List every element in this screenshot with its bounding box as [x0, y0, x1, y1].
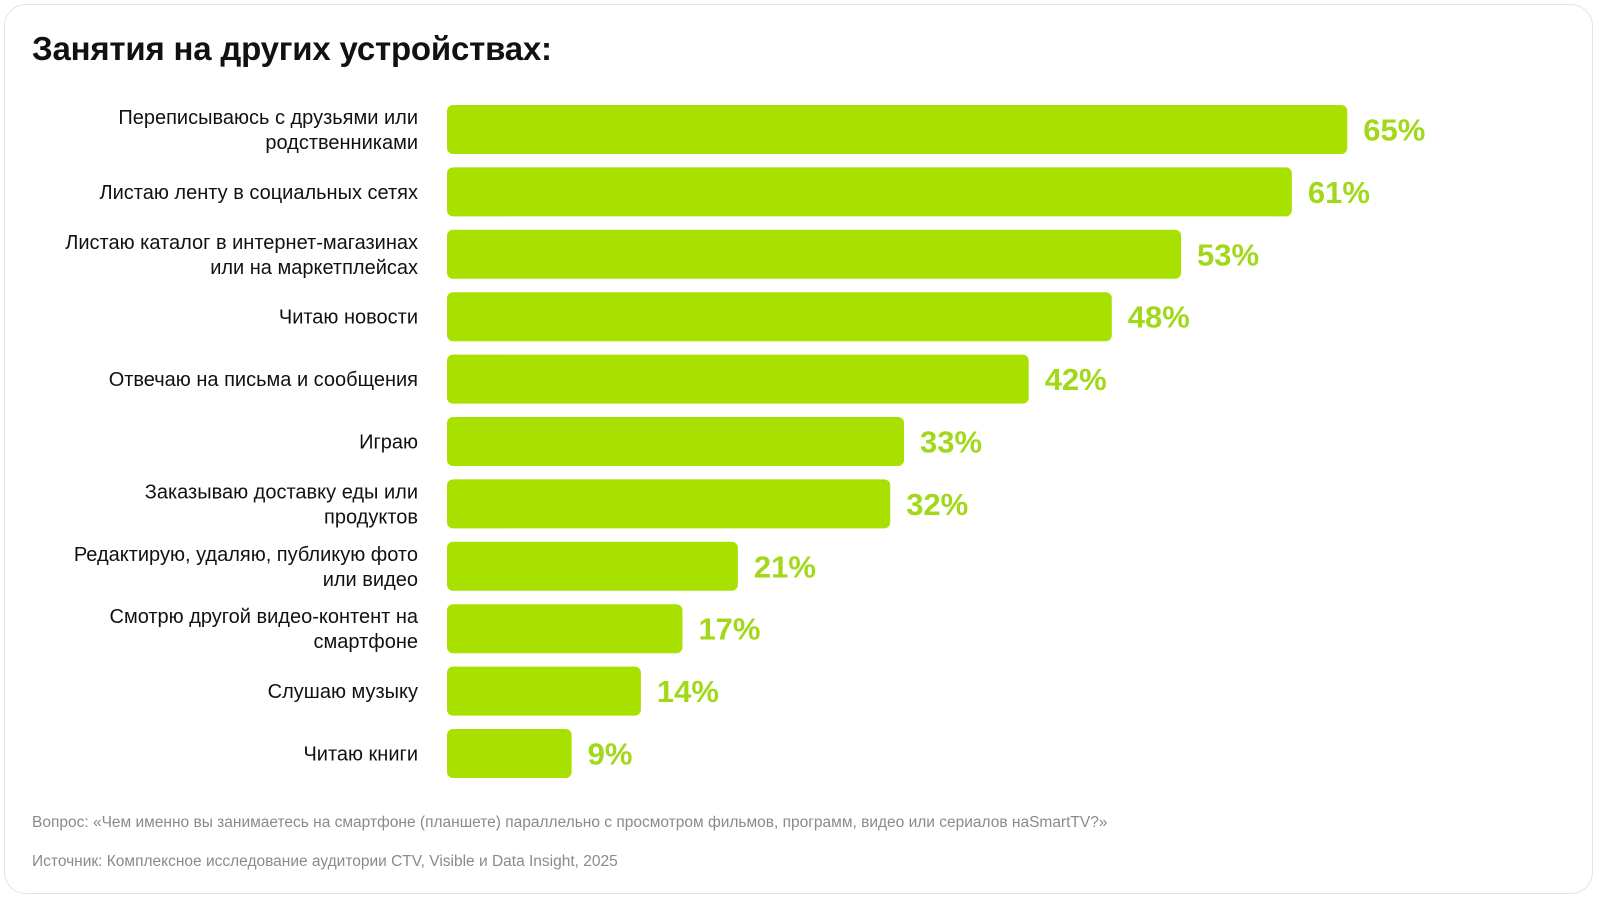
category-label: Редактирую, удаляю, публикую фото — [74, 544, 418, 566]
category-label: Отвечаю на письма и сообщения — [109, 369, 418, 391]
bar — [447, 105, 1348, 154]
bar — [447, 354, 1029, 404]
value-label: 53% — [1197, 237, 1259, 272]
category-label: или видео — [323, 569, 418, 591]
category-label: родственниками — [265, 132, 418, 154]
category-label: или на маркетплейсах — [210, 257, 418, 279]
value-label: 33% — [920, 425, 982, 460]
bar — [447, 479, 891, 529]
value-label: 9% — [588, 737, 633, 772]
bar — [447, 604, 683, 654]
category-label: Заказываю доставку еды или — [145, 481, 418, 503]
value-label: 14% — [657, 674, 719, 709]
category-label: Читаю книги — [303, 744, 418, 766]
bar — [447, 167, 1292, 217]
category-label: Читаю новости — [279, 307, 418, 329]
bar — [447, 541, 738, 591]
category-label: Смотрю другой видео-контент на — [110, 606, 419, 628]
value-label: 65% — [1363, 113, 1425, 148]
category-label: Переписываюсь с друзьями или — [118, 107, 418, 129]
value-label: 17% — [698, 612, 760, 647]
category-label: продуктов — [324, 506, 418, 528]
category-label: Слушаю музыку — [268, 681, 418, 703]
question-note: Вопрос: «Чем именно вы занимаетесь на см… — [32, 814, 1108, 831]
category-label: Листаю ленту в социальных сетях — [100, 182, 419, 204]
category-label: смартфоне — [314, 631, 418, 653]
value-label: 21% — [754, 549, 816, 584]
value-label: 61% — [1308, 175, 1370, 210]
bar — [447, 229, 1182, 279]
bar — [447, 729, 572, 778]
bar — [447, 292, 1112, 342]
category-label: Играю — [359, 432, 418, 454]
category-label: Листаю каталог в интернет-магазинах — [65, 232, 418, 254]
source-note: Источник: Комплексное исследование аудит… — [32, 853, 618, 870]
value-label: 32% — [906, 487, 968, 522]
value-label: 42% — [1045, 362, 1107, 397]
value-label: 48% — [1128, 300, 1190, 335]
chart-title: Занятия на других устройствах: — [32, 30, 552, 67]
bar — [447, 666, 641, 716]
bar — [447, 417, 905, 466]
